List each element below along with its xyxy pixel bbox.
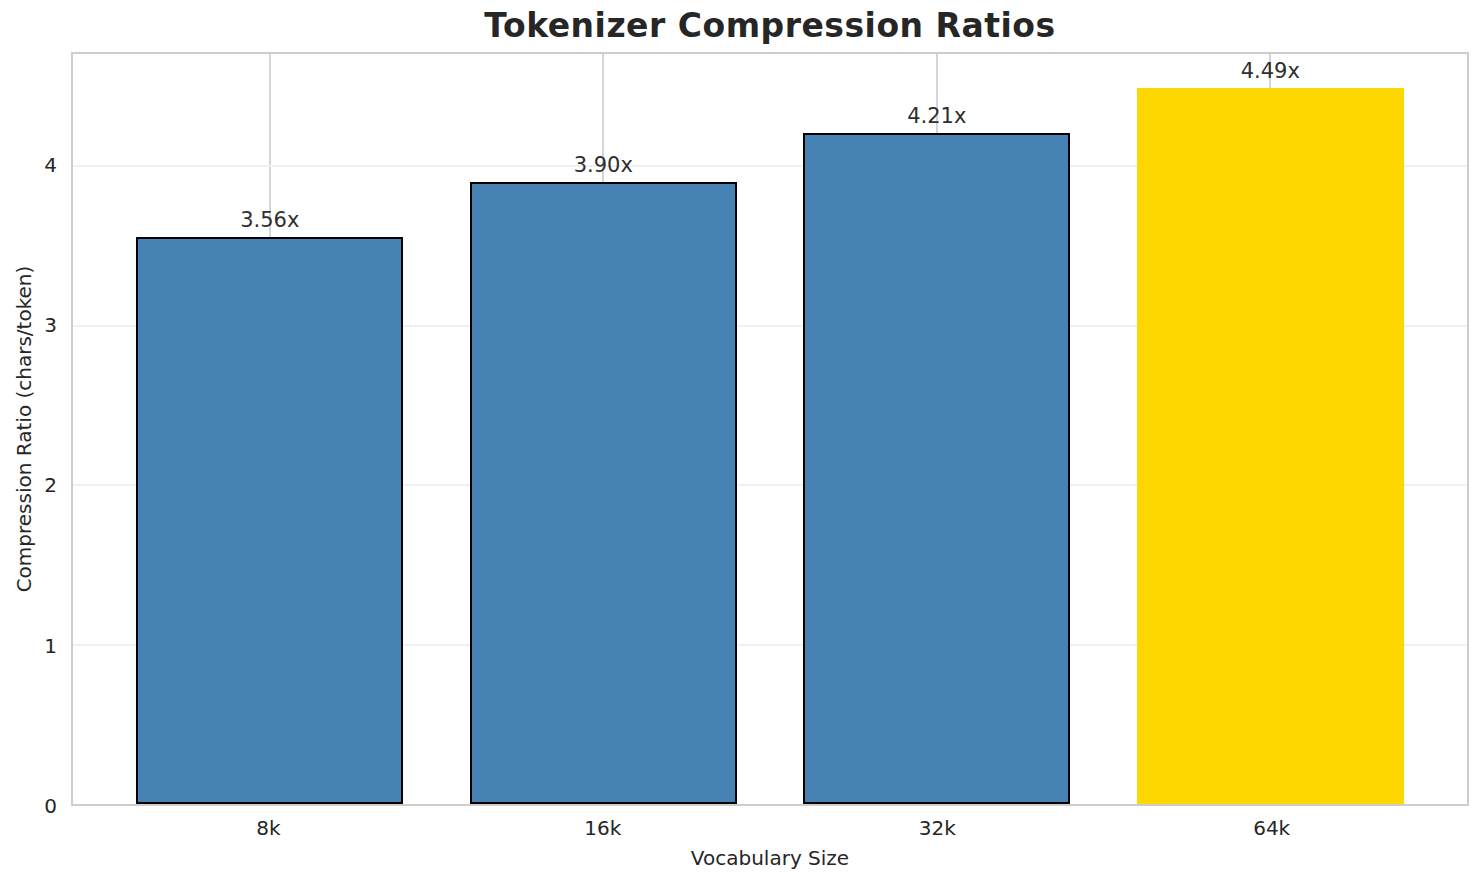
x-tick-label: 64k: [1253, 816, 1290, 840]
y-tick-label: 1: [0, 634, 57, 658]
bar-64k: [1137, 88, 1404, 804]
plot-area: 3.56x 3.90x 4.21x 4.49x: [71, 52, 1469, 806]
y-tick-label: 4: [0, 153, 57, 177]
tokenizer-compression-chart: Tokenizer Compression Ratios 3.56x 3.90x 4…: [0, 0, 1483, 885]
bar-value-label: 4.21x: [907, 106, 966, 127]
bar-8k: [136, 237, 403, 804]
bar-32k: [803, 133, 1070, 804]
x-tick-label: 32k: [919, 816, 956, 840]
bar-value-label: 4.49x: [1241, 61, 1300, 82]
bar-value-label: 3.90x: [574, 155, 633, 176]
bar-16k: [470, 182, 737, 804]
x-axis-label: Vocabulary Size: [71, 846, 1469, 870]
x-tick-label: 8k: [256, 816, 280, 840]
y-tick-label: 3: [0, 313, 57, 337]
y-tick-label: 0: [0, 794, 57, 818]
x-tick-label: 16k: [584, 816, 621, 840]
chart-title: Tokenizer Compression Ratios: [71, 6, 1469, 45]
bar-value-label: 3.56x: [240, 210, 299, 231]
y-tick-label: 2: [0, 473, 57, 497]
